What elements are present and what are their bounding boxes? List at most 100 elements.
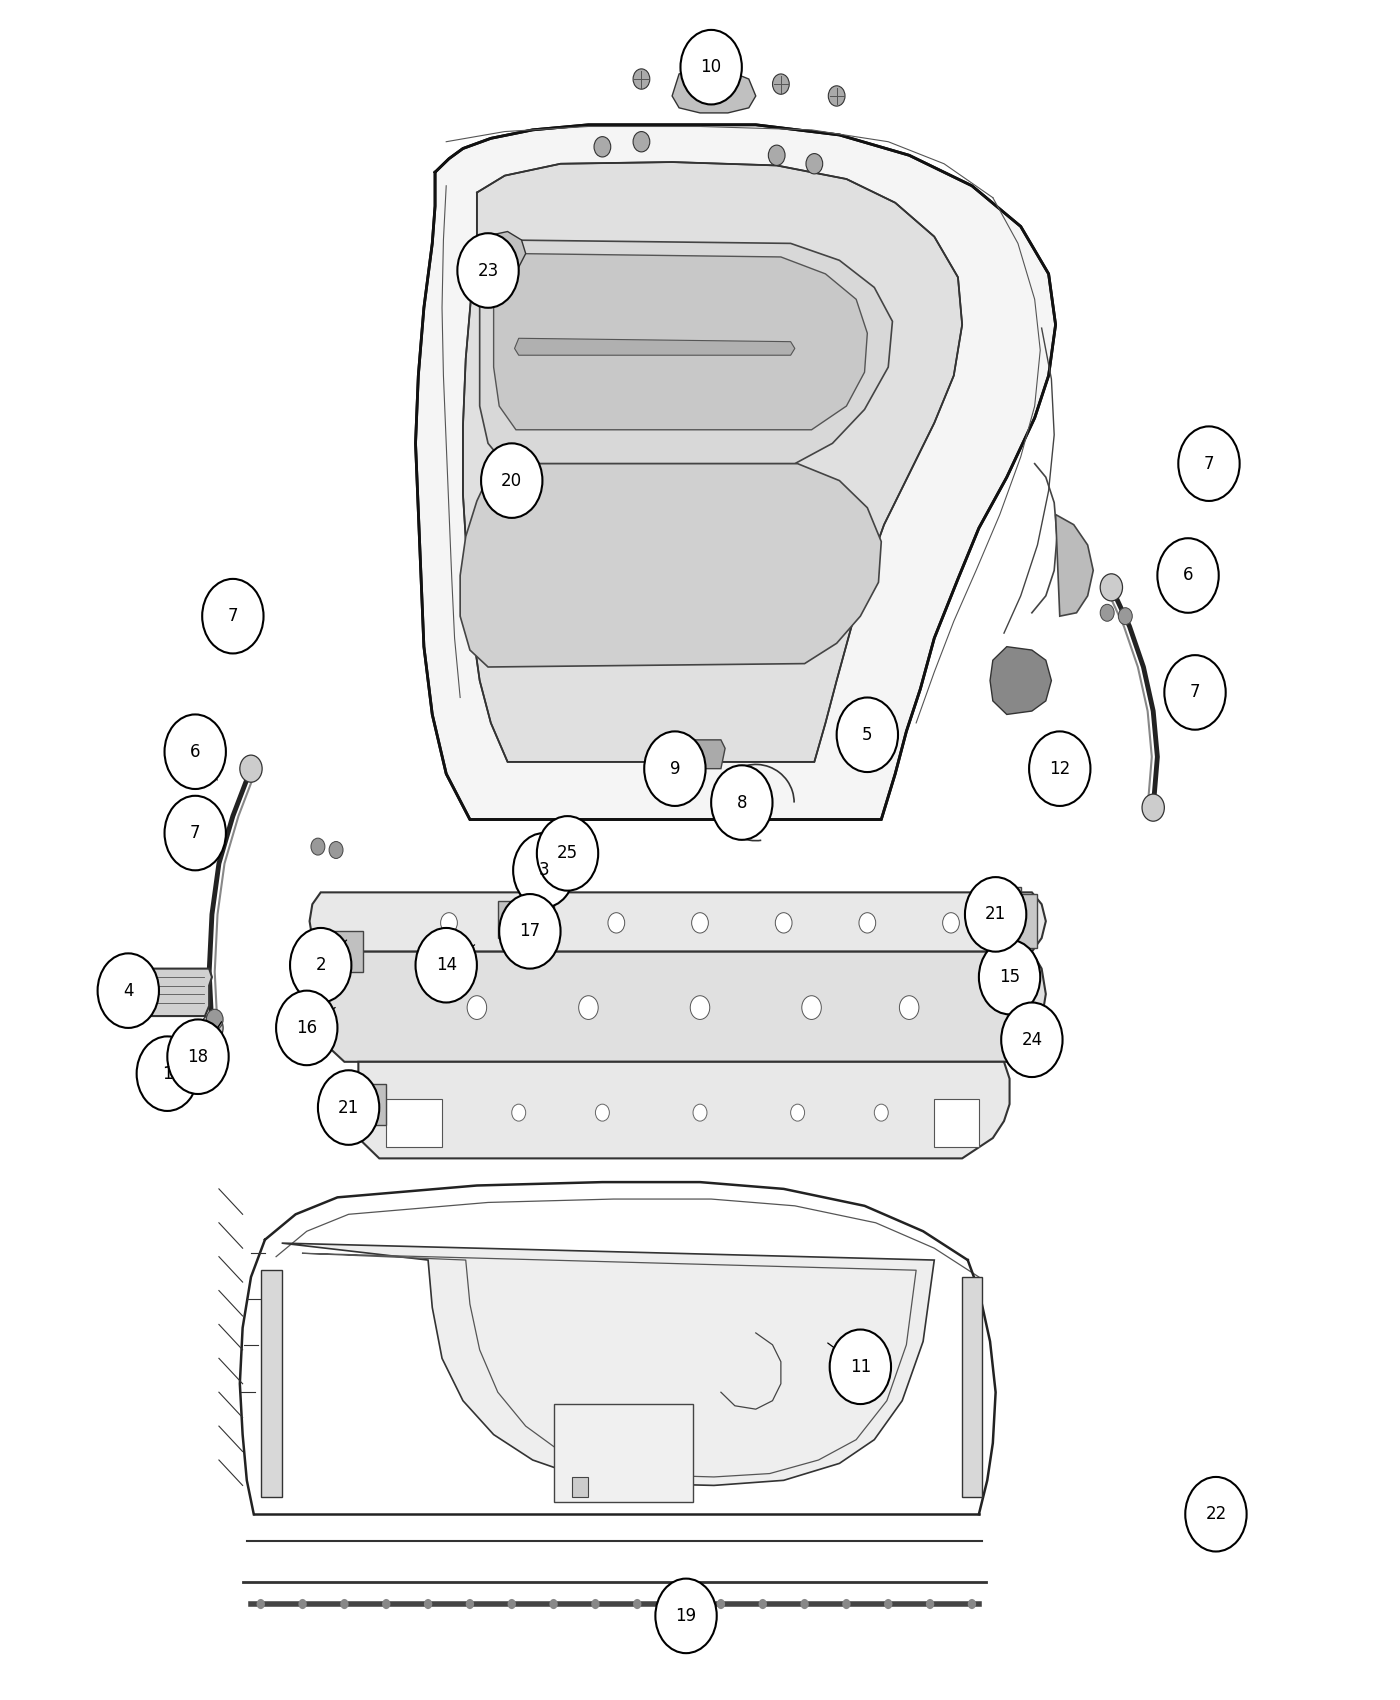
Circle shape xyxy=(633,70,650,88)
Circle shape xyxy=(329,842,343,858)
Circle shape xyxy=(340,1600,349,1610)
Text: 10: 10 xyxy=(700,58,722,76)
Polygon shape xyxy=(108,969,211,1017)
Circle shape xyxy=(759,1600,767,1610)
Circle shape xyxy=(1165,654,1226,729)
Circle shape xyxy=(693,1105,707,1120)
Circle shape xyxy=(512,1105,525,1120)
Circle shape xyxy=(837,697,897,772)
Circle shape xyxy=(441,913,458,933)
Circle shape xyxy=(482,444,542,518)
Circle shape xyxy=(717,1600,725,1610)
Polygon shape xyxy=(416,124,1056,819)
Text: 18: 18 xyxy=(188,1047,209,1066)
Circle shape xyxy=(256,1600,265,1610)
FancyBboxPatch shape xyxy=(934,1100,979,1146)
Circle shape xyxy=(168,1020,228,1095)
Circle shape xyxy=(875,1105,888,1120)
Circle shape xyxy=(239,755,262,782)
Circle shape xyxy=(318,1071,379,1144)
Polygon shape xyxy=(494,253,868,430)
Polygon shape xyxy=(475,231,525,270)
Circle shape xyxy=(802,996,822,1020)
Circle shape xyxy=(508,1600,517,1610)
Circle shape xyxy=(608,913,624,933)
Polygon shape xyxy=(461,464,881,666)
Text: 7: 7 xyxy=(190,824,200,842)
Circle shape xyxy=(458,233,519,308)
Circle shape xyxy=(769,144,785,165)
Circle shape xyxy=(830,1329,890,1404)
Circle shape xyxy=(524,913,540,933)
Circle shape xyxy=(536,816,598,891)
Polygon shape xyxy=(560,842,585,864)
Text: 12: 12 xyxy=(1049,760,1071,777)
Text: 5: 5 xyxy=(862,726,872,745)
Circle shape xyxy=(137,1037,197,1110)
Polygon shape xyxy=(281,1243,934,1486)
Polygon shape xyxy=(351,1062,1009,1158)
Circle shape xyxy=(290,928,351,1003)
Polygon shape xyxy=(463,162,962,762)
Text: 22: 22 xyxy=(1205,1504,1226,1523)
Text: 23: 23 xyxy=(477,262,498,279)
Circle shape xyxy=(806,153,823,173)
Circle shape xyxy=(165,796,225,870)
Text: 24: 24 xyxy=(1022,1030,1043,1049)
Text: 7: 7 xyxy=(1204,454,1214,473)
Text: 17: 17 xyxy=(519,923,540,940)
Circle shape xyxy=(1212,1482,1226,1499)
Circle shape xyxy=(655,1579,717,1652)
Circle shape xyxy=(1179,427,1239,501)
Text: 21: 21 xyxy=(986,906,1007,923)
FancyBboxPatch shape xyxy=(553,1404,693,1503)
Polygon shape xyxy=(571,1477,588,1498)
Polygon shape xyxy=(480,240,892,464)
Text: 16: 16 xyxy=(297,1018,318,1037)
Circle shape xyxy=(206,1010,223,1030)
Polygon shape xyxy=(498,901,553,938)
Text: 6: 6 xyxy=(190,743,200,760)
Polygon shape xyxy=(515,338,795,355)
Circle shape xyxy=(591,1600,599,1610)
Circle shape xyxy=(942,913,959,933)
Circle shape xyxy=(1029,731,1091,806)
Text: 7: 7 xyxy=(228,607,238,626)
Circle shape xyxy=(200,1015,223,1042)
Circle shape xyxy=(633,131,650,151)
Circle shape xyxy=(228,598,245,619)
Polygon shape xyxy=(682,740,725,768)
Text: 9: 9 xyxy=(669,760,680,777)
Polygon shape xyxy=(260,1270,281,1498)
Text: 15: 15 xyxy=(1000,967,1021,986)
Circle shape xyxy=(843,1600,851,1610)
Circle shape xyxy=(925,1600,934,1610)
Circle shape xyxy=(1158,539,1219,612)
Circle shape xyxy=(1100,604,1114,620)
Circle shape xyxy=(165,714,225,789)
Circle shape xyxy=(514,833,574,908)
Circle shape xyxy=(424,1600,433,1610)
Polygon shape xyxy=(1007,894,1037,949)
Circle shape xyxy=(703,44,720,65)
Text: 6: 6 xyxy=(1183,566,1193,585)
Text: 1: 1 xyxy=(162,1064,172,1083)
Polygon shape xyxy=(323,932,363,972)
Circle shape xyxy=(416,928,477,1003)
Circle shape xyxy=(773,73,790,94)
Circle shape xyxy=(801,1600,809,1610)
Polygon shape xyxy=(962,1277,981,1498)
Circle shape xyxy=(979,940,1040,1015)
Text: 7: 7 xyxy=(1190,683,1200,702)
Polygon shape xyxy=(990,646,1051,714)
Circle shape xyxy=(298,1600,307,1610)
Circle shape xyxy=(549,1600,557,1610)
Polygon shape xyxy=(976,887,1021,932)
Circle shape xyxy=(690,996,710,1020)
Circle shape xyxy=(578,996,598,1020)
Circle shape xyxy=(382,1600,391,1610)
Circle shape xyxy=(965,877,1026,952)
Circle shape xyxy=(899,996,918,1020)
Polygon shape xyxy=(309,892,1046,952)
Circle shape xyxy=(675,1600,683,1610)
